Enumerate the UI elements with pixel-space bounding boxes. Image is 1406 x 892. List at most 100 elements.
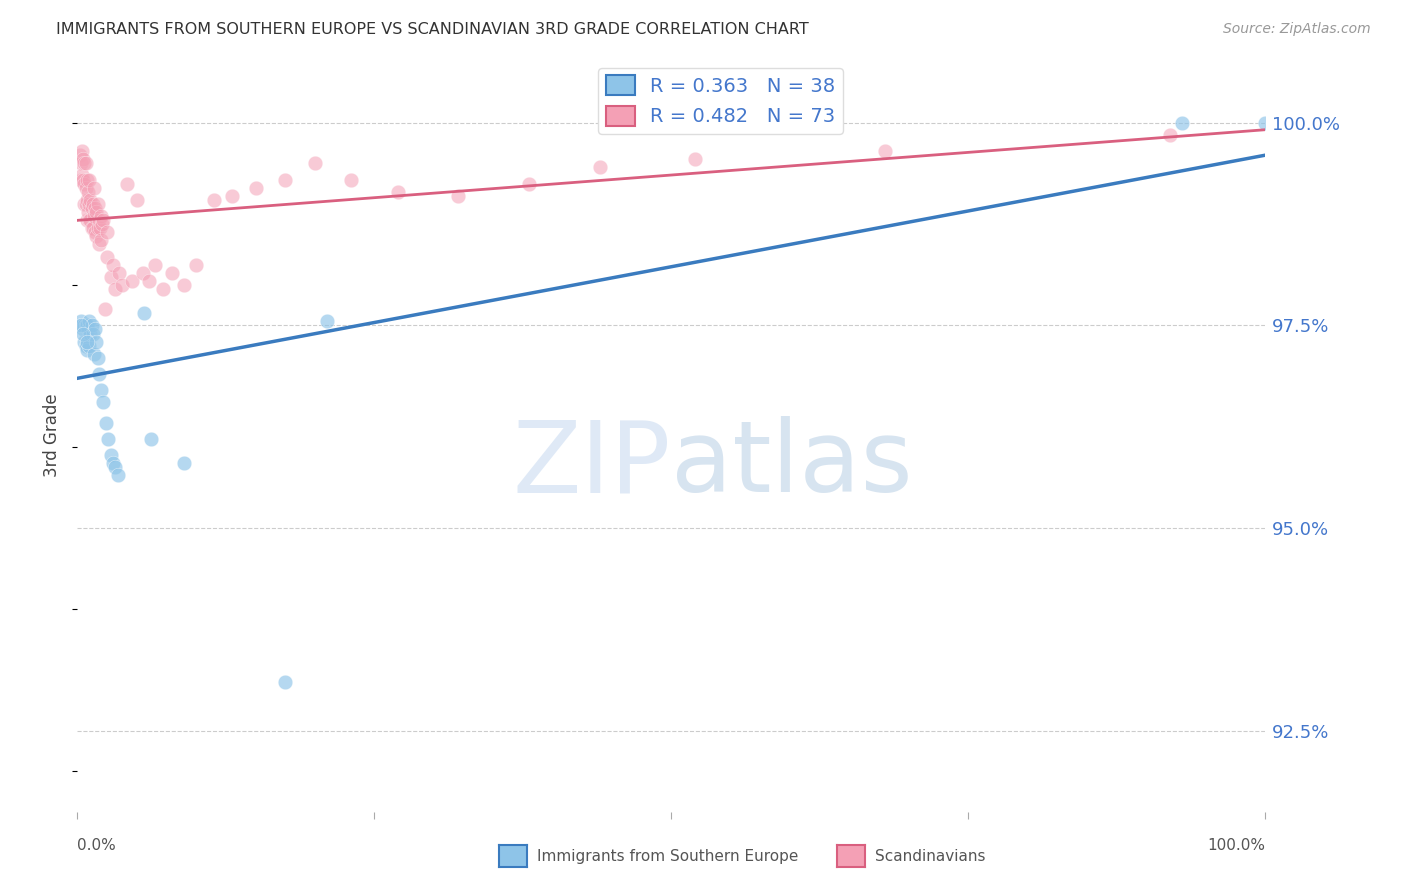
Point [101,456,124,470]
Point [86,197,108,211]
Point [83,180,105,194]
Point [104,282,127,296]
Point [90,384,112,398]
Point [89,221,111,235]
Point [72,153,94,167]
Point [589,161,612,175]
Point [111,277,134,292]
Point [70,144,93,158]
Point [143,258,166,272]
Point [87,237,110,252]
Text: Source: ZipAtlas.com: Source: ZipAtlas.com [1223,22,1371,37]
Point [70,156,93,170]
Point [75,156,97,170]
Point [93,213,115,227]
Point [79,193,101,207]
Point [115,177,138,191]
Point [104,460,127,475]
Text: 0.0%: 0.0% [77,838,117,853]
Point [86,221,108,235]
Point [87,213,110,227]
Point [84,322,107,336]
Point [83,209,105,223]
Point [76,172,98,186]
Point [75,180,97,194]
Point [94,416,117,430]
Point [69,148,91,162]
Point [77,197,100,211]
Point [93,302,115,317]
Point [70,169,93,183]
Point [875,144,897,158]
Point [70,314,93,328]
Point [73,156,96,170]
Point [84,201,107,215]
Point [77,205,100,219]
Point [1254,116,1277,130]
Point [97,432,120,446]
Point [77,339,100,353]
Point [70,318,93,333]
Point [75,197,97,211]
Text: Scandinavians: Scandinavians [875,849,986,863]
Point [87,367,110,381]
Point [72,172,94,186]
Point [96,250,118,264]
Point [517,177,540,191]
Point [1171,116,1194,130]
Point [86,229,108,244]
Point [186,258,208,272]
Point [339,172,361,186]
Y-axis label: 3rd Grade: 3rd Grade [44,393,62,476]
Point [132,306,155,320]
Point [76,213,98,227]
Point [173,277,195,292]
Point [76,318,98,333]
Point [91,217,114,231]
Point [101,258,124,272]
Point [173,456,195,470]
Point [121,274,143,288]
Point [245,180,267,194]
Text: IMMIGRANTS FROM SOUTHERN EUROPE VS SCANDINAVIAN 3RD GRADE CORRELATION CHART: IMMIGRANTS FROM SOUTHERN EUROPE VS SCAND… [56,22,808,37]
Point [80,221,103,235]
Point [77,185,100,199]
Point [90,209,112,223]
Point [202,193,225,207]
Point [100,448,122,462]
Point [221,188,243,202]
Legend: R = 0.363   N = 38, R = 0.482   N = 73: R = 0.363 N = 38, R = 0.482 N = 73 [598,68,844,134]
Point [274,172,297,186]
Point [139,432,162,446]
Point [100,269,122,284]
Point [72,322,94,336]
Point [96,225,118,239]
Point [80,318,103,333]
Point [80,201,103,215]
Point [86,205,108,219]
Text: ZIP: ZIP [513,417,672,514]
Text: Immigrants from Southern Europe: Immigrants from Southern Europe [537,849,799,863]
Point [73,197,96,211]
Point [1159,128,1181,142]
Point [77,322,100,336]
Point [274,675,297,690]
Point [77,314,100,328]
Point [304,156,326,170]
Point [79,326,101,341]
Point [315,314,337,328]
Point [76,334,98,349]
Point [86,334,108,349]
Text: atlas: atlas [672,417,912,514]
Point [387,185,409,199]
Point [82,221,104,235]
Point [131,266,153,280]
Point [138,274,160,288]
Point [83,347,105,361]
Point [162,266,184,280]
Point [125,193,148,207]
Point [72,326,94,341]
Point [683,153,706,167]
Point [152,282,174,296]
Point [93,395,115,409]
